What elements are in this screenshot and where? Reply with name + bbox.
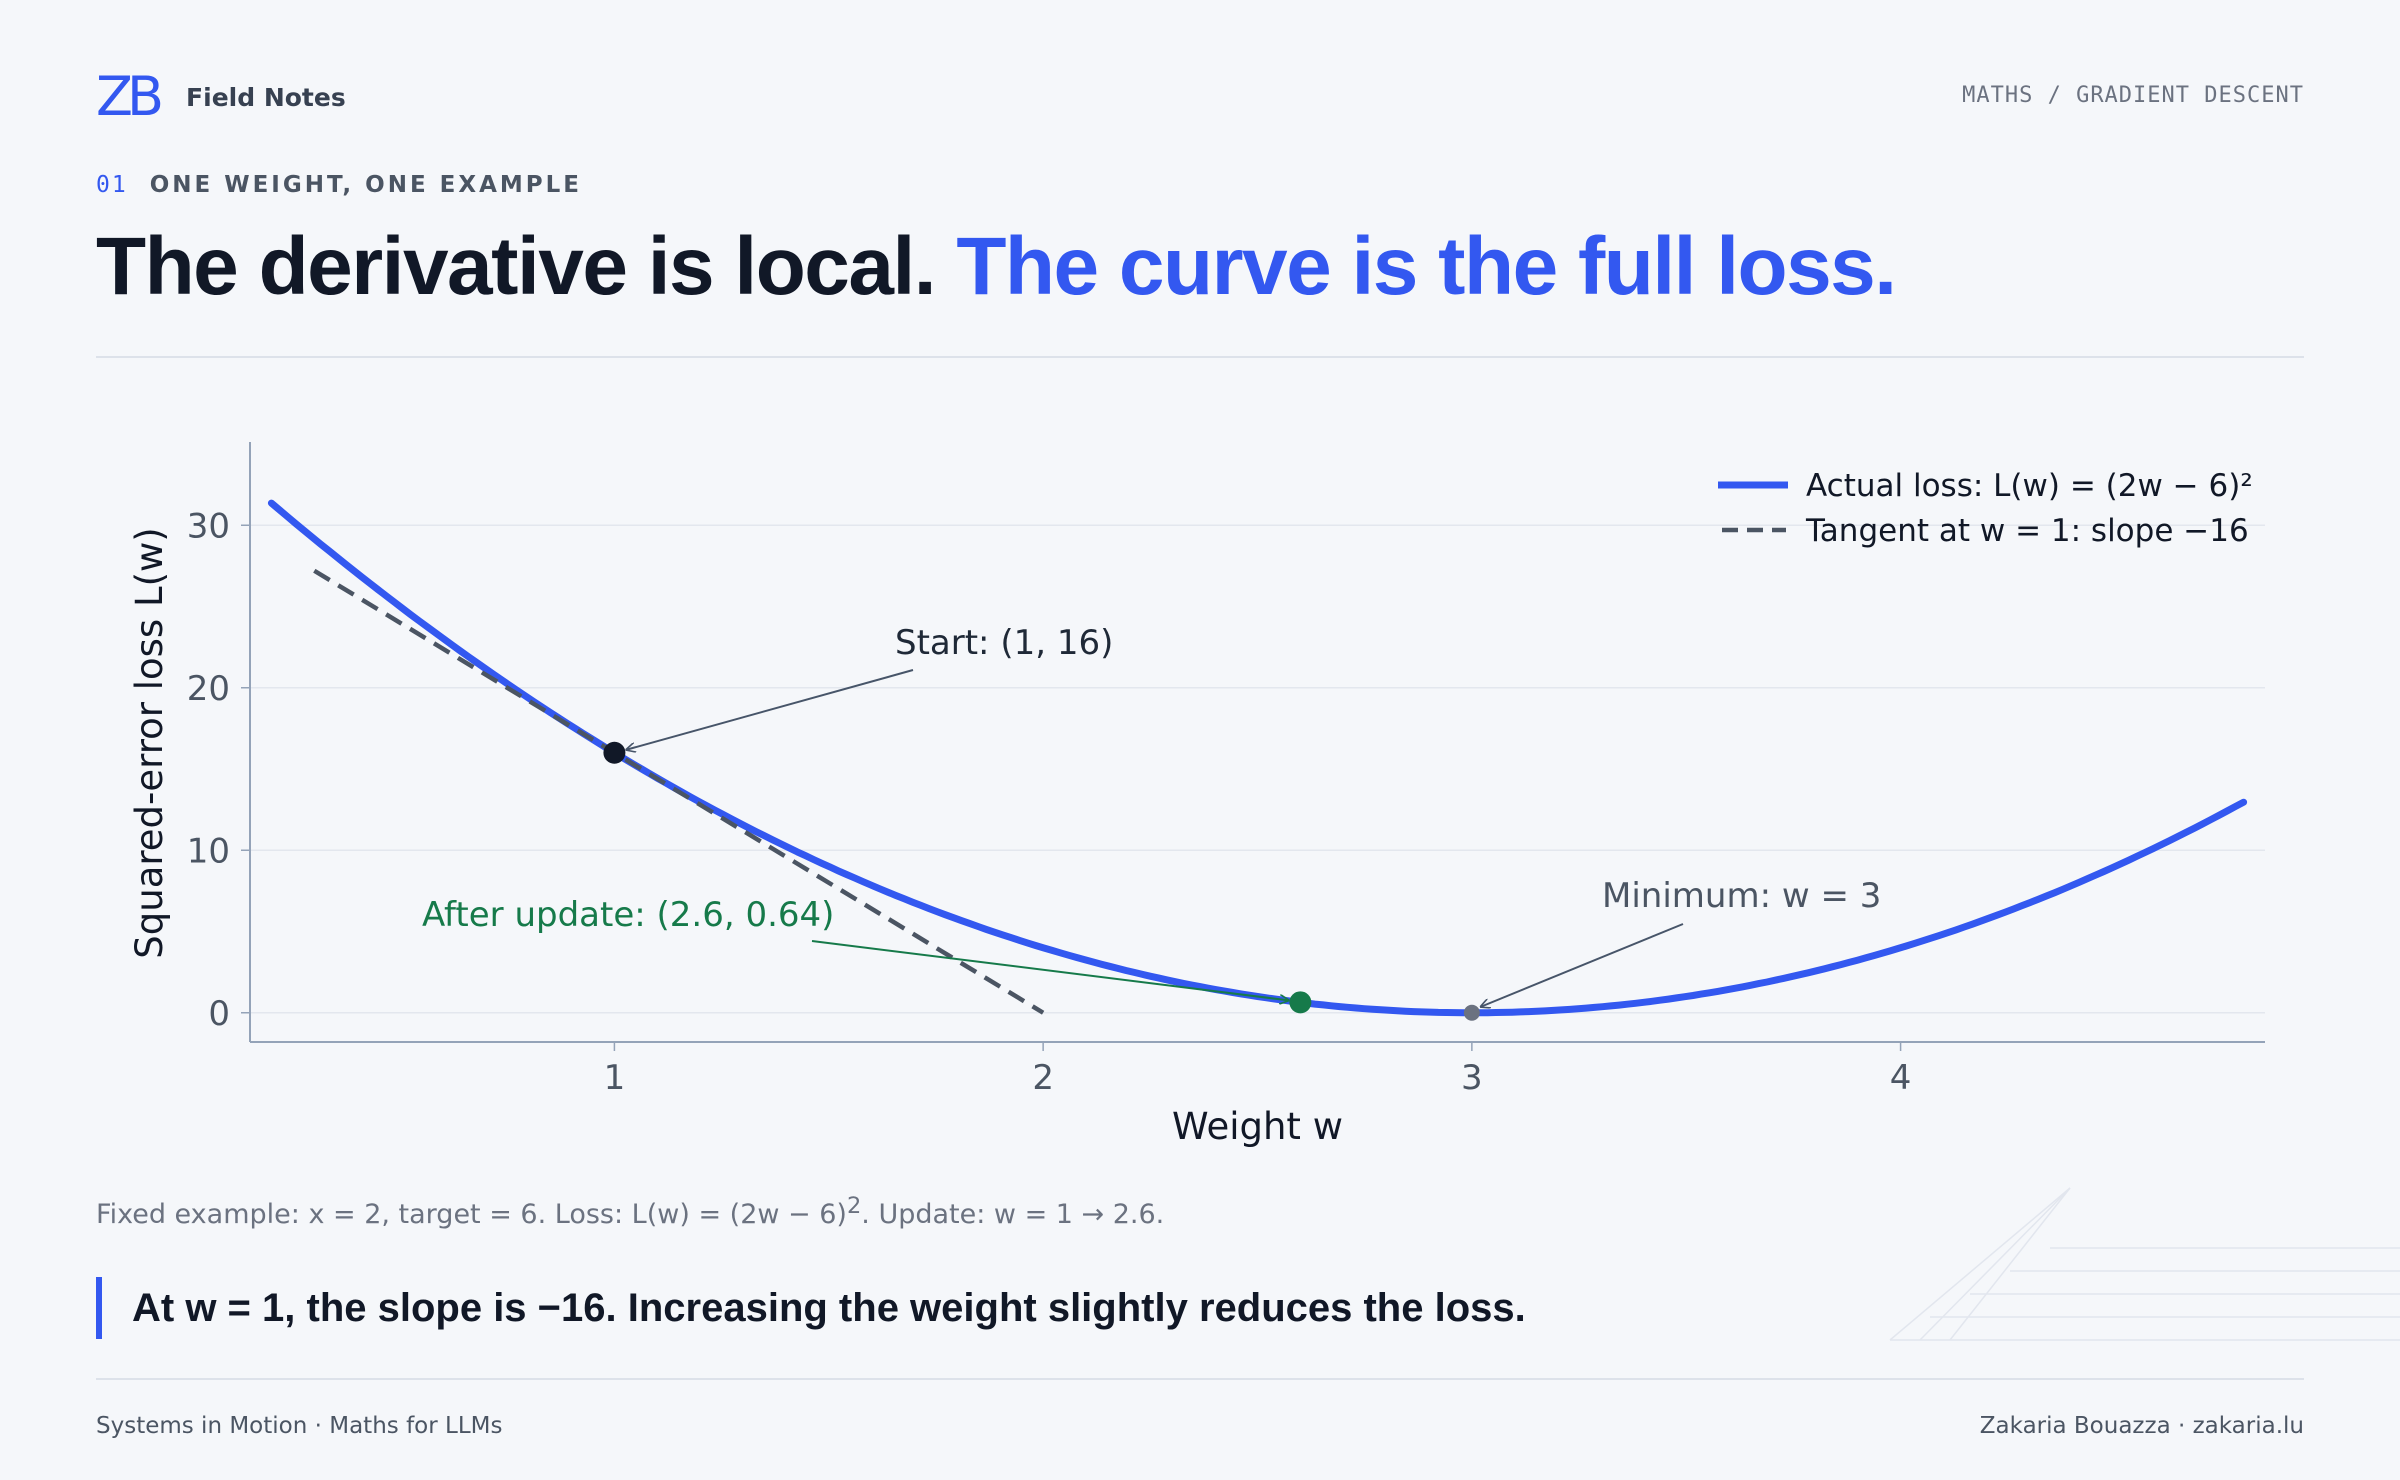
loss-chart: 0 10 20 30 1 2 3 4 Weight w Squared-error loss L(… [128,442,2265,1148]
decorative-lines [1889,1187,2400,1341]
title-part-b: The curve is the full loss. [935,221,1897,312]
loss-curve-line [267,499,2248,1017]
x-tick-label: 4 [1890,1058,1912,1098]
minimum-label: Minimum: w = 3 [1602,876,1881,916]
axes: 0 10 20 30 1 2 3 4 Weight w Squared-error loss L(… [128,442,2265,1148]
caption-superscript: 2 [846,1193,862,1219]
y-axis-label: Squared-error loss L(w) [128,527,171,958]
logo: ZB [96,65,164,128]
footer-series: Systems in Motion · Maths for LLMs [96,1413,503,1439]
footer-author: Zakaria Bouazza · zakaria.lu [1979,1413,2304,1439]
x-tick-label: 3 [1461,1058,1483,1098]
legend-entry-tangent: Tangent at w = 1: slope −16 [1805,513,2249,549]
start-label: Start: (1, 16) [895,623,1113,663]
update-point [1289,991,1312,1014]
x-tick-label: 2 [1032,1058,1054,1098]
start-point [603,741,626,764]
section-eyebrow: 01 ONE WEIGHT, ONE EXAMPLE [96,172,582,198]
start-arrow [626,669,914,750]
key-takeaway: At w = 1, the slope is −16. Increasing t… [96,1277,1526,1339]
legend-entry-loss: Actual loss: L(w) = (2w − 6)² [1806,468,2253,504]
title-part-a: The derivative is local. [96,221,937,312]
update-arrow [811,940,1288,1000]
section-number: 01 [96,172,128,198]
annotations: Start: (1, 16) After update: (2.6, 0.64) M… [422,623,1881,1021]
y-tick-label: 30 [187,506,230,546]
footer-divider [96,1378,2304,1380]
page-title: The derivative is local. The curve is th… [96,221,1897,312]
caption-before: Fixed example: x = 2, target = 6. Loss: … [96,1199,847,1230]
grid-lines [250,524,2265,1014]
minimum-point [1463,1004,1480,1021]
x-axis-label: Weight w [1172,1105,1343,1148]
y-tick-label: 20 [187,669,230,709]
x-tick-label: 1 [604,1058,626,1098]
tangent-line [313,568,1045,1015]
legend: Actual loss: L(w) = (2w − 6)² Tangent at … [1718,468,2253,549]
y-tick-label: 10 [187,831,230,871]
takeaway-text: At w = 1, the slope is −16. Increasing t… [132,1285,1526,1330]
y-tick-label: 0 [208,994,230,1034]
figure-caption: Fixed example: x = 2, target = 6. Loss: … [96,1193,1164,1230]
caption-after: . Update: w = 1 → 2.6. [861,1199,1165,1230]
series-layer [267,499,2248,1017]
brand: ZB Field Notes [96,70,346,124]
header-divider [96,356,2304,358]
brand-name: Field Notes [186,82,346,112]
section-label: ONE WEIGHT, ONE EXAMPLE [149,172,583,198]
minimum-arrow [1481,923,1684,1007]
breadcrumb: MATHS / GRADIENT DESCENT [1962,83,2304,108]
update-label: After update: (2.6, 0.64) [422,895,834,935]
